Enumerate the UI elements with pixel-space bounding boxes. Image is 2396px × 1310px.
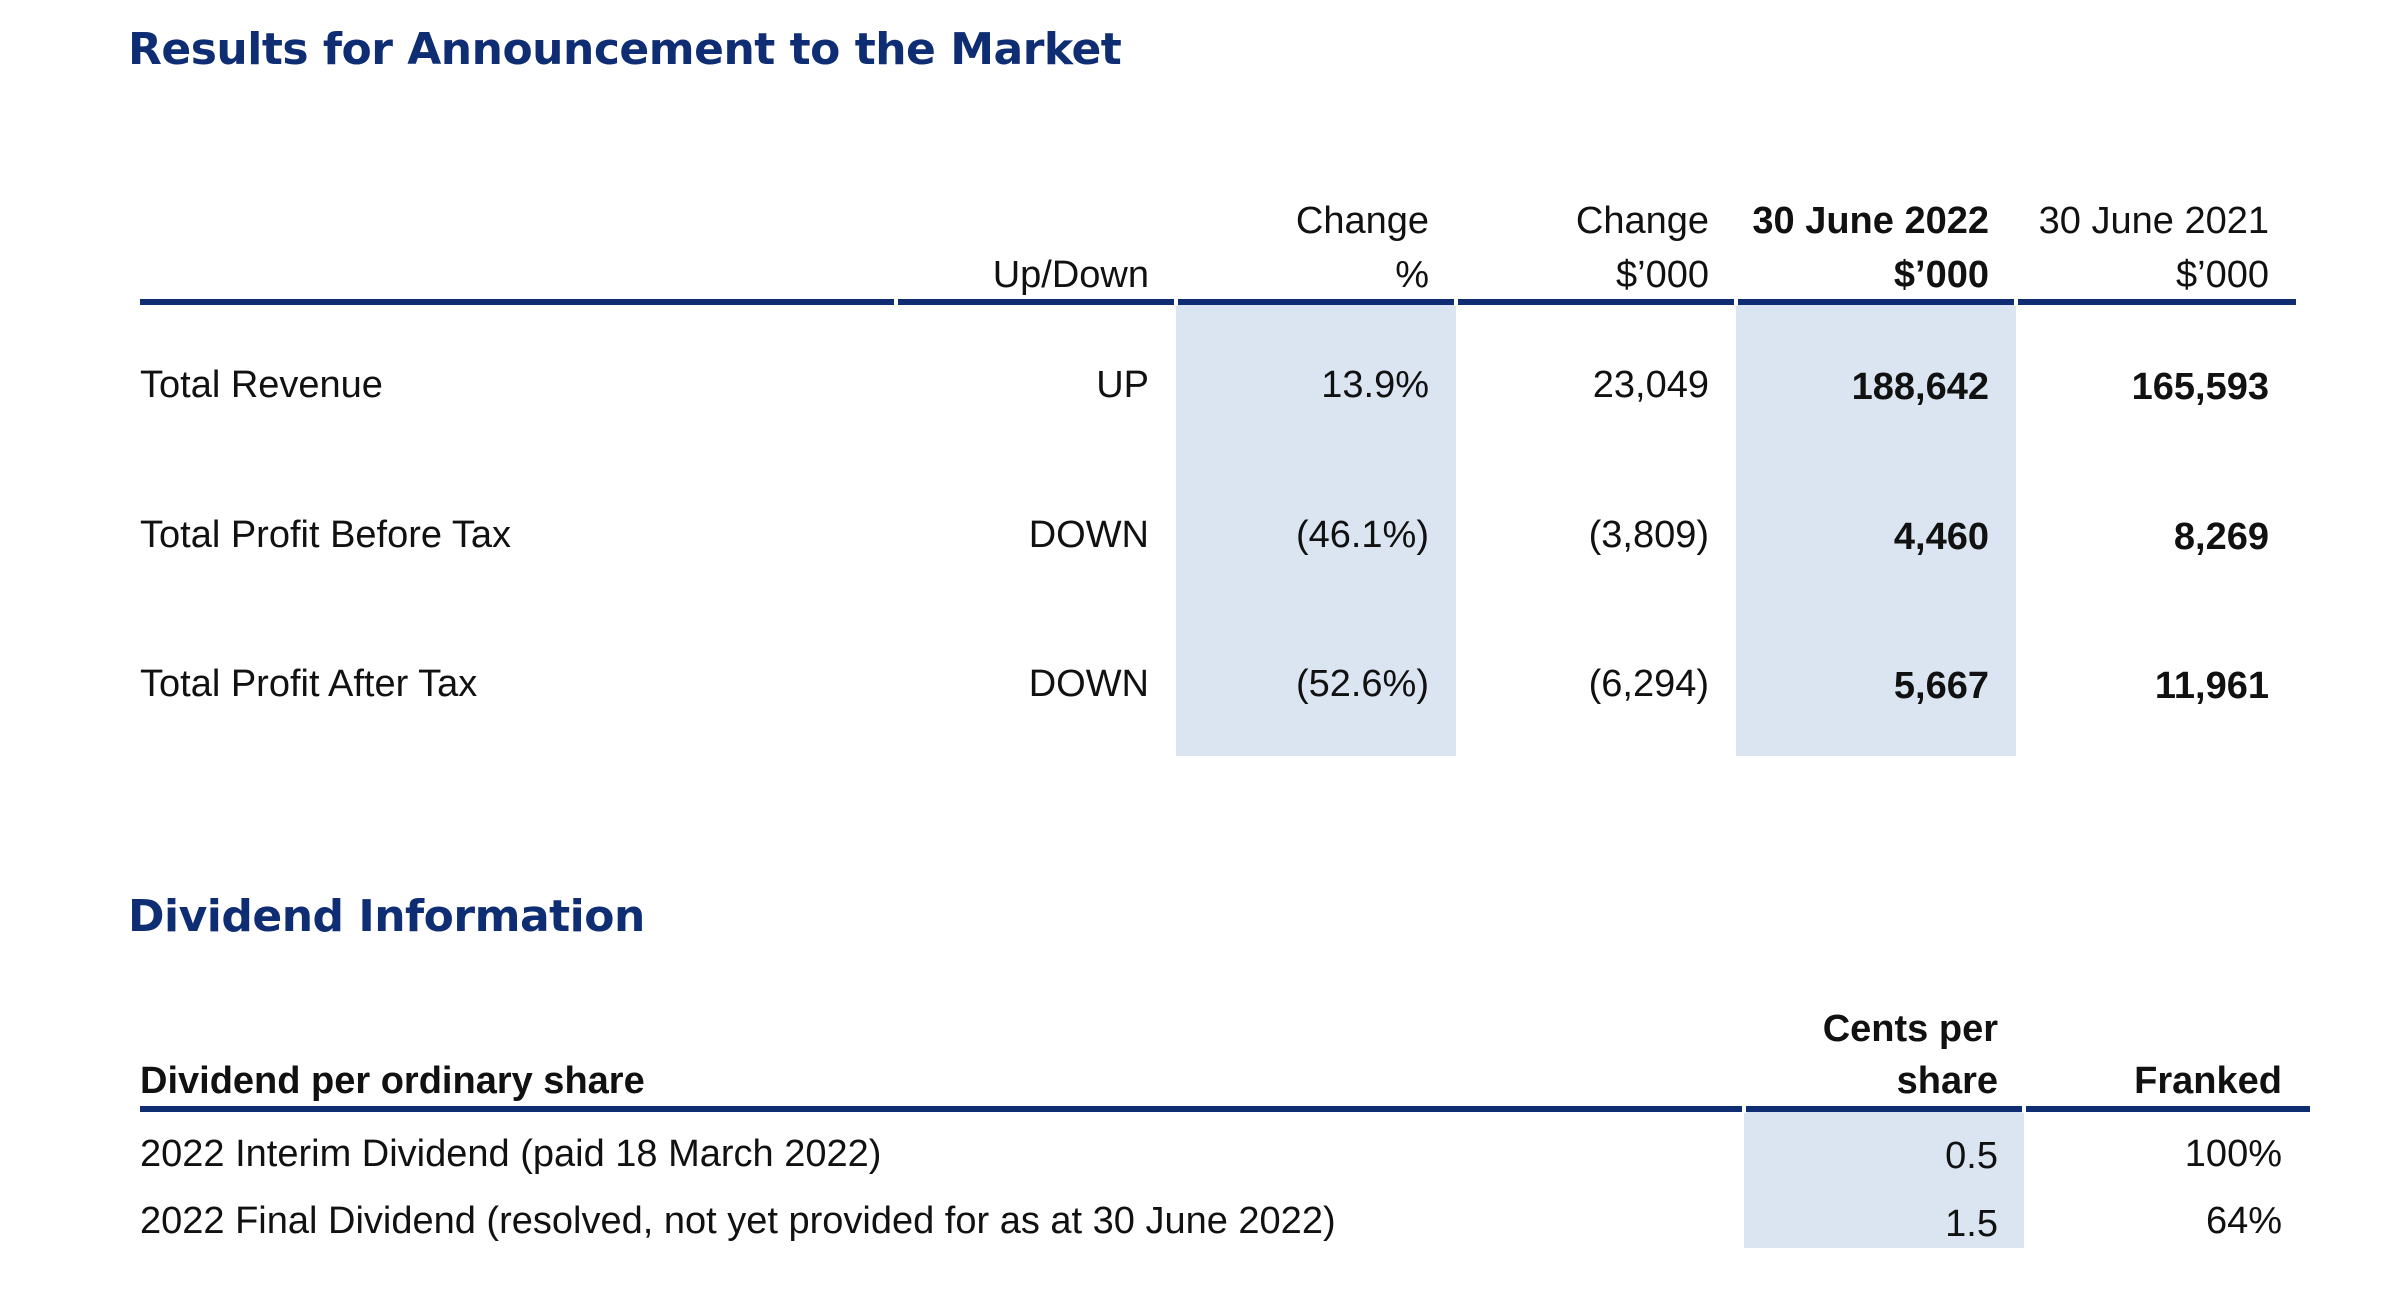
cents-column-shade: [1744, 1112, 2024, 1248]
results-title: Results for Announcement to the Market: [128, 24, 1122, 75]
header-change-abs-line1: Change: [1575, 200, 1709, 242]
rule-gap: [1734, 298, 1738, 306]
fy2022-column-shade: [1736, 302, 2016, 756]
row-change-abs: (6,294): [1588, 663, 1709, 705]
rule-gap: [894, 298, 898, 306]
dividend-header-franked: Franked: [2134, 1060, 2282, 1102]
header-updown: Up/Down: [992, 254, 1149, 296]
row-fy2021: 8,269: [2173, 516, 2269, 558]
row-label: Total Profit Before Tax: [140, 514, 512, 556]
row-updown: DOWN: [1028, 514, 1149, 556]
row-change-pct: (52.6%): [1295, 663, 1429, 705]
rule-gap: [2014, 298, 2018, 306]
row-fy2022: 188,642: [1851, 366, 1989, 408]
header-change-abs-line2: $’000: [1616, 254, 1709, 296]
row-label: Total Revenue: [140, 364, 383, 406]
header-change-pct-line2: %: [1395, 254, 1429, 296]
dividend-row-cents: 1.5: [1945, 1203, 1998, 1245]
row-fy2021: 165,593: [2131, 366, 2269, 408]
dividend-row-label: 2022 Final Dividend (resolved, not yet p…: [140, 1200, 1336, 1242]
row-label: Total Profit After Tax: [140, 663, 478, 705]
dividend-row-cents: 0.5: [1945, 1135, 1998, 1177]
dividend-row-franked: 100%: [2184, 1133, 2282, 1175]
change-pct-column-shade: [1176, 302, 1456, 756]
dividend-header-cents-line1: Cents per: [1822, 1008, 1998, 1050]
dividend-title: Dividend Information: [128, 891, 645, 942]
header-change-pct-line1: Change: [1295, 200, 1429, 242]
rule-gap: [1174, 298, 1178, 306]
row-change-pct: 13.9%: [1321, 364, 1429, 406]
row-updown: UP: [1096, 364, 1149, 406]
dividend-row-franked: 64%: [2205, 1200, 2282, 1242]
row-updown: DOWN: [1028, 663, 1149, 705]
header-fy2021-line1: 30 June 2021: [2038, 200, 2269, 242]
results-header-rule: [140, 299, 2296, 305]
row-change-abs: 23,049: [1592, 364, 1709, 406]
header-fy2021-line2: $’000: [2176, 254, 2269, 296]
row-fy2022: 4,460: [1893, 516, 1989, 558]
header-fy2022-line1: 30 June 2022: [1752, 200, 1989, 242]
rule-gap: [2022, 1105, 2026, 1113]
rule-gap: [1454, 298, 1458, 306]
dividend-header-label: Dividend per ordinary share: [140, 1060, 645, 1102]
dividend-header-rule: [140, 1106, 2310, 1112]
row-change-abs: (3,809): [1588, 514, 1709, 556]
dividend-row-label: 2022 Interim Dividend (paid 18 March 202…: [140, 1133, 882, 1175]
row-fy2021: 11,961: [2154, 665, 2269, 707]
header-fy2022-line2: $’000: [1893, 254, 1989, 296]
dividend-header-cents-line2: share: [1896, 1060, 1998, 1102]
rule-gap: [1742, 1105, 1746, 1113]
row-fy2022: 5,667: [1893, 665, 1989, 707]
row-change-pct: (46.1%): [1295, 514, 1429, 556]
